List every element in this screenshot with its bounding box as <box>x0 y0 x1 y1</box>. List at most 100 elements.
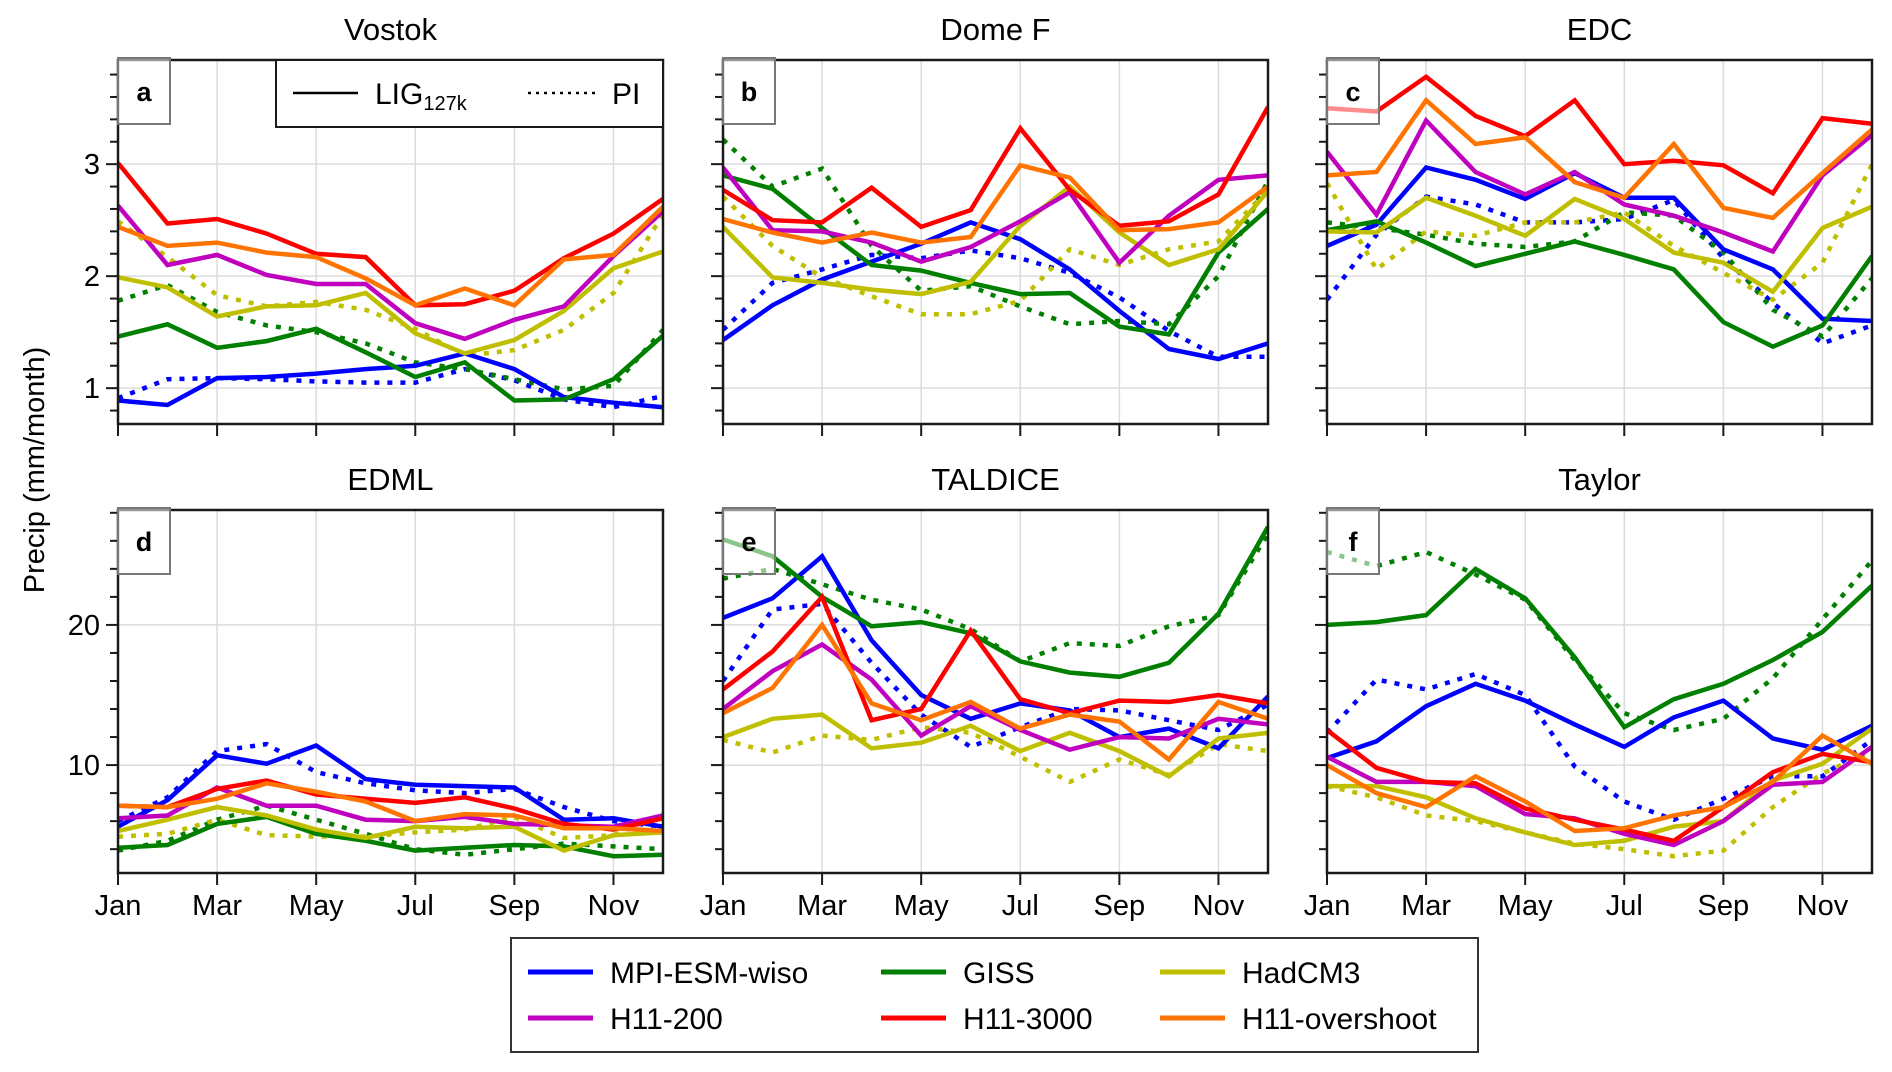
y-tick-label: 3 <box>84 149 100 181</box>
panel-letter: d <box>136 527 153 557</box>
series-group <box>118 741 663 859</box>
panel-letter-box <box>117 57 171 125</box>
legend-label-lig: LIG127k <box>375 78 468 115</box>
x-tick-label: Nov <box>1193 890 1245 922</box>
series-mpi-esm-wiso-pi <box>723 601 1268 750</box>
series-mpi-esm-wiso-lig127k <box>723 552 1268 751</box>
series-giss-pi <box>1327 210 1872 340</box>
series-mpi-esm-wiso-pi <box>723 248 1268 360</box>
x-tick-label: Nov <box>588 890 640 922</box>
axes-frame <box>1325 508 1874 875</box>
x-tick-label: May <box>289 890 344 922</box>
series-hadcm3-lig127k <box>723 183 1268 297</box>
y-tick-label: 1 <box>84 373 100 405</box>
model-legend: MPI-ESM-wiso GISS HadCM3 H11-200 H11-3000 H11… <box>510 937 1479 1053</box>
x-tick-label: Jul <box>397 890 434 922</box>
panel-title: EDC <box>1567 12 1632 47</box>
panel-d: EDML 10 20 Jan Mar May Jul Sep Nov d <box>68 462 665 922</box>
series-mpi-esm-wiso-lig127k <box>118 742 663 829</box>
series-hadcm3-pi <box>118 213 663 359</box>
x-tick-label: Mar <box>797 890 847 922</box>
series-h11-3000-lig127k <box>723 105 1268 230</box>
series-h11-3000-lig127k <box>118 778 663 832</box>
panel-letter-box <box>1326 57 1380 125</box>
panel-letter-box <box>1326 507 1380 575</box>
series-hadcm3-pi <box>723 188 1268 317</box>
panel-title: TALDICE <box>931 462 1060 497</box>
x-tick-label: Nov <box>1797 890 1849 922</box>
panel-c: EDC c <box>1315 12 1874 436</box>
legend-label: HadCM3 <box>1242 957 1360 990</box>
panel-letter-box <box>722 57 776 125</box>
series-group <box>1327 549 1872 859</box>
legend-label: H11-overshoot <box>1242 1003 1437 1036</box>
series-giss-lig127k <box>1327 218 1872 350</box>
panel-letter: a <box>136 77 152 107</box>
series-giss-pi <box>723 137 1268 327</box>
panel-f: Taylor Jan Mar May Jul Sep Nov f <box>1304 462 1874 922</box>
series-h11-200-lig127k <box>118 204 663 342</box>
series-group <box>118 161 663 410</box>
series-h11-overshoot-lig127k <box>118 780 663 834</box>
model-legend-box <box>510 937 1479 1053</box>
axes-frame <box>1325 58 1874 426</box>
panel-letter: b <box>741 77 758 107</box>
axes-frame <box>721 508 1270 875</box>
legend-entry-giss: GISS <box>881 957 1035 990</box>
series-h11-3000-lig127k <box>1327 728 1872 844</box>
legend-entry-hadcm3: HadCM3 <box>1160 957 1360 990</box>
series-h11-3000-lig127k <box>723 592 1268 723</box>
x-tick-label: Jul <box>1606 890 1643 922</box>
series-hadcm3-lig127k <box>118 804 663 854</box>
legend-label-pi: PI <box>612 78 640 111</box>
legend-label: MPI-ESM-wiso <box>610 957 808 990</box>
legend-entry-h11-200: H11-200 <box>528 1003 723 1036</box>
panel-letter-box <box>117 507 171 575</box>
panel-letter: f <box>1349 527 1359 557</box>
x-tick-label: May <box>894 890 949 922</box>
series-giss-pi <box>1327 549 1872 733</box>
series-h11-overshoot-lig127k <box>723 621 1268 763</box>
y-axis-label: Precip (mm/month) <box>19 347 51 594</box>
series-giss-lig127k <box>118 321 663 403</box>
legend-label: H11-3000 <box>963 1003 1093 1036</box>
series-mpi-esm-wiso-pi <box>118 741 663 829</box>
y-tick-label: 10 <box>68 750 100 782</box>
series-h11-overshoot-lig127k <box>1327 96 1872 221</box>
series-h11-3000-lig127k <box>1327 73 1872 197</box>
series-h11-200-lig127k <box>723 641 1268 753</box>
series-group <box>723 525 1268 785</box>
panel-letter-box <box>722 507 776 575</box>
panel-title: Dome F <box>940 12 1050 47</box>
x-tick-label: Sep <box>1094 890 1146 922</box>
series-giss-lig127k <box>1327 566 1872 731</box>
panels: Vostok 1 2 3 a LIG127k PI Dome F b EDC c EDML 10 20 Ja… <box>68 12 1874 922</box>
series-h11-overshoot-lig127k <box>1327 732 1872 834</box>
x-tick-label: Mar <box>1401 890 1451 922</box>
series-hadcm3-lig127k <box>723 712 1268 779</box>
x-tick-label: Mar <box>192 890 242 922</box>
y-tick-label: 2 <box>84 261 100 293</box>
panel-letter: c <box>1345 77 1360 107</box>
x-tick-label: Jul <box>1002 890 1039 922</box>
series-hadcm3-pi <box>1327 749 1872 859</box>
panel-e: TALDICE Jan Mar May Jul Sep Nov e <box>700 462 1270 922</box>
series-group <box>723 105 1268 362</box>
line-style-legend-box <box>275 59 664 128</box>
series-giss-lig127k <box>723 525 1268 680</box>
x-tick-label: Jan <box>1304 890 1351 922</box>
panel-title: Taylor <box>1558 462 1641 497</box>
series-mpi-esm-wiso-lig127k <box>1327 681 1872 761</box>
legend-label: H11-200 <box>610 1003 723 1036</box>
legend-entry-h11-3000: H11-3000 <box>881 1003 1093 1036</box>
panel-title: EDML <box>347 462 433 497</box>
series-hadcm3-pi <box>723 724 1268 785</box>
axes-frame <box>116 508 665 875</box>
axes-frame <box>721 58 1270 426</box>
series-giss-pi <box>723 532 1268 664</box>
series-h11-overshoot-lig127k <box>723 162 1268 245</box>
series-h11-overshoot-lig127k <box>118 205 663 308</box>
series-mpi-esm-wiso-lig127k <box>118 351 663 410</box>
series-hadcm3-lig127k <box>1327 726 1872 848</box>
